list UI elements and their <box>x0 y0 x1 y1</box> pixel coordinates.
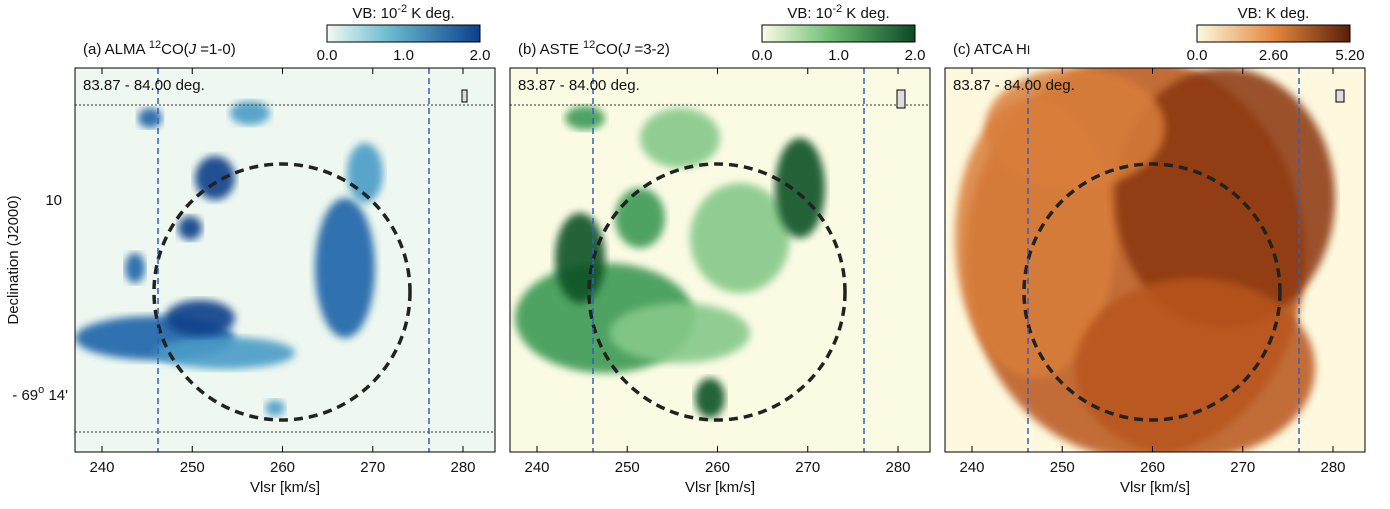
title-part: (a) ALMA <box>83 41 149 58</box>
colorbar-tick-label: 0.0 <box>752 47 773 64</box>
panel-title: (c) ATCA HI <box>953 41 1030 58</box>
x-tick-label: 270 <box>1230 459 1255 476</box>
emission-blob <box>230 101 270 125</box>
panel-title: (b) ASTE 12CO(J =3-2) <box>518 39 670 58</box>
panel-title: (a) ALMA 12CO(J =1-0) <box>83 39 236 58</box>
panel: 83.87 - 84.00 deg. 240 250 260 270 280 Vlsr [k… <box>944 5 1366 496</box>
x-tick-label: 260 <box>1140 459 1165 476</box>
emission-blob <box>555 213 605 303</box>
shell-outline <box>587 162 847 422</box>
panel: 83.87 - 84.00 deg. 240 250 260 270 280 Vlsr [k… <box>74 3 496 496</box>
x-tick-label: 260 <box>705 459 730 476</box>
plot-frame <box>944 67 1366 453</box>
beam-box <box>1335 89 1345 103</box>
x-tick-label: 240 <box>959 459 984 476</box>
x-tick-label: 250 <box>615 459 640 476</box>
colorbar-label: VB: 10-2 K deg. <box>787 3 889 22</box>
y-axis-label: Declination (J2000) <box>5 195 22 324</box>
colorbar-tick-label: 2.0 <box>470 47 491 64</box>
x-tick-label: 240 <box>524 459 549 476</box>
colorbar <box>761 24 916 43</box>
emission-blob <box>178 216 202 240</box>
emission-blob <box>195 156 235 200</box>
colorbar-tick-label: 1.0 <box>828 47 849 64</box>
emission-blob <box>695 378 725 418</box>
emission-blob <box>155 337 295 369</box>
x-tick-label: 240 <box>89 459 114 476</box>
emission-blob <box>315 198 375 338</box>
title-part: =1-0) <box>196 41 236 58</box>
colorbar-label-part: VB: 10 <box>787 5 832 22</box>
x-tick-label: 280 <box>1320 459 1345 476</box>
x-tick-label: 260 <box>270 459 295 476</box>
title-part: (c) ATCA H <box>953 41 1027 58</box>
title-part: (b) ASTE <box>518 41 583 58</box>
x-tick-label: 250 <box>180 459 205 476</box>
emission-blob <box>775 138 825 238</box>
colorbar-label-part: -2 <box>832 3 842 15</box>
emission-blob <box>690 183 790 293</box>
colorbar-tick-label: 1.0 <box>393 47 414 64</box>
colorbar-label-part: VB: 10 <box>352 5 397 22</box>
title-part: CO( <box>161 41 189 58</box>
colorbar-label: VB: 10-2 K deg. <box>352 3 454 22</box>
title-part: 12 <box>583 39 595 51</box>
title-part: 12 <box>149 39 161 51</box>
x-tick-label: 250 <box>1050 459 1075 476</box>
y-tick-label: - 69o 14' <box>12 384 68 404</box>
colorbar-label-part: -2 <box>397 3 407 15</box>
beam-box <box>461 89 468 103</box>
emission-blob <box>1115 68 1335 328</box>
x-axis-label: Vlsr [km/s] <box>250 479 320 496</box>
panels: 83.87 - 84.00 deg. 240 250 260 270 280 Vlsr [k… <box>74 3 1366 496</box>
shell-outline <box>1022 162 1282 422</box>
colorbar-tick-label: 0.0 <box>1187 47 1208 64</box>
beam-box <box>896 89 906 109</box>
title-part: CO( <box>595 41 623 58</box>
x-tick-label: 280 <box>450 459 475 476</box>
colorbar-label-part: K deg. <box>407 5 455 22</box>
shell-outline <box>152 162 412 422</box>
title-part: =3-2) <box>630 41 670 58</box>
colorbar-tick-label: 0.0 <box>317 47 338 64</box>
x-axis-label: Vlsr [km/s] <box>1120 479 1190 496</box>
colorbar-label-part: VB: K deg. <box>1238 5 1310 22</box>
emission-blob <box>640 108 720 168</box>
emission-blob <box>610 303 750 363</box>
range-label: 83.87 - 84.00 deg. <box>953 77 1075 94</box>
range-label: 83.87 - 84.00 deg. <box>83 77 205 94</box>
emission-blob <box>985 68 1165 188</box>
x-tick-label: 270 <box>360 459 385 476</box>
emission-blob <box>565 106 605 130</box>
emission-edge <box>1340 68 1365 452</box>
title-part: I <box>1027 43 1030 57</box>
plot-frame <box>509 67 931 453</box>
plot-frame <box>74 67 496 453</box>
emission-map <box>955 68 1365 452</box>
emission-map <box>75 101 383 416</box>
colorbar <box>1196 24 1351 43</box>
colorbar-label-part: K deg. <box>842 5 890 22</box>
panel: 83.87 - 84.00 deg. 240 250 260 270 280 Vlsr [k… <box>509 3 931 496</box>
x-tick-label: 270 <box>795 459 820 476</box>
plot-background <box>75 68 495 452</box>
emission-blob <box>615 188 665 248</box>
emission-blob <box>138 108 162 128</box>
title-part: J <box>622 41 631 58</box>
colorbar <box>326 24 481 43</box>
emission-blob <box>265 400 285 416</box>
title-part: J <box>188 41 197 58</box>
colorbar-tick-label: 2.0 <box>905 47 926 64</box>
x-axis-label: Vlsr [km/s] <box>685 479 755 496</box>
emission-blob <box>125 253 145 283</box>
range-label: 83.87 - 84.00 deg. <box>518 77 640 94</box>
emission-blob <box>165 300 235 336</box>
colorbar-label: VB: K deg. <box>1238 5 1310 22</box>
x-tick-label: 280 <box>885 459 910 476</box>
emission-blob <box>1075 278 1315 452</box>
colorbar-tick-label: 2.60 <box>1259 47 1288 64</box>
colorbar-tick-label: 5.20 <box>1335 47 1364 64</box>
y-tick-label: 10 <box>45 192 62 209</box>
